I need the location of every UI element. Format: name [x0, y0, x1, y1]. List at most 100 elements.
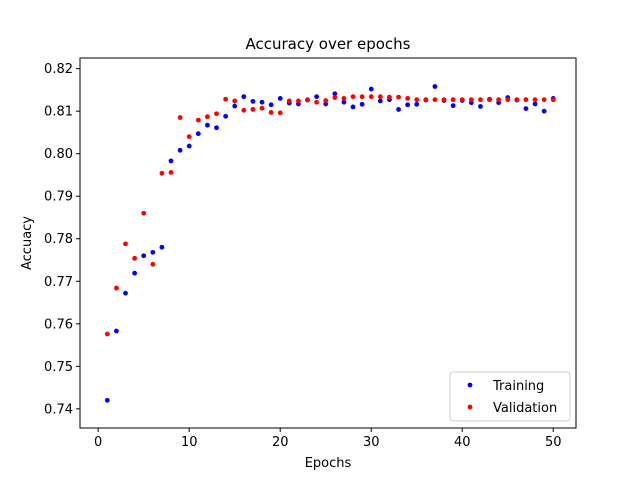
x-tick-label: 10: [181, 435, 198, 450]
validation-point: [314, 99, 320, 105]
validation-point: [550, 97, 556, 103]
plot-points: [104, 84, 556, 403]
validation-point: [405, 96, 411, 101]
validation-point: [259, 105, 265, 111]
plot-frame: [79, 57, 577, 429]
validation-point: [523, 97, 529, 103]
legend-marker-validation: [467, 404, 473, 410]
validation-point: [205, 114, 210, 120]
training-point: [532, 101, 538, 107]
training-point: [332, 91, 338, 97]
validation-point: [387, 94, 392, 100]
validation-point: [132, 255, 138, 261]
validation-point: [478, 97, 483, 103]
validation-point: [296, 98, 301, 104]
validation-point: [214, 111, 219, 117]
y-tick-label: 0.74: [44, 402, 73, 417]
validation-point: [359, 94, 365, 100]
training-point: [250, 98, 256, 104]
training-point: [414, 101, 420, 107]
y-tick-label: 0.81: [44, 105, 73, 120]
validation-point: [305, 97, 310, 103]
validation-point: [177, 115, 183, 120]
validation-point: [441, 97, 447, 103]
training-point: [241, 94, 247, 100]
x-tick-label: 0: [94, 435, 102, 450]
validation-point: [432, 97, 438, 103]
y-tick-label: 0.80: [44, 147, 73, 162]
validation-point: [268, 110, 274, 115]
training-point: [523, 106, 529, 112]
validation-point: [232, 98, 238, 104]
training-point: [541, 108, 547, 114]
validation-point: [532, 97, 538, 103]
validation-point: [168, 170, 174, 175]
training-point: [268, 102, 274, 108]
validation-point: [423, 97, 429, 103]
training-point: [168, 158, 174, 164]
training-point: [359, 101, 365, 107]
validation-point: [277, 110, 283, 116]
validation-point: [496, 97, 502, 103]
training-point: [177, 147, 183, 153]
x-tick-label: 20: [272, 435, 289, 450]
validation-point: [505, 97, 511, 103]
validation-point: [396, 94, 401, 100]
validation-point: [150, 261, 156, 267]
validation-point: [223, 96, 229, 102]
validation-point: [123, 241, 128, 247]
y-tick-label: 0.79: [44, 190, 73, 205]
y-tick-label: 0.78: [44, 232, 73, 247]
legend-label-validation: Validation: [493, 401, 557, 416]
training-point: [132, 270, 138, 276]
validation-point: [186, 134, 192, 140]
validation-point: [487, 97, 492, 103]
validation-point: [250, 107, 256, 112]
y-axis-label: Accuacy: [20, 216, 35, 270]
training-point: [450, 103, 456, 109]
training-point: [123, 290, 128, 296]
validation-point: [414, 97, 420, 103]
training-point: [186, 143, 192, 149]
validation-point: [377, 94, 383, 100]
training-point: [141, 253, 147, 259]
training-point: [405, 102, 411, 108]
legend-label-training: Training: [492, 379, 544, 394]
validation-point: [459, 97, 465, 103]
training-point: [150, 249, 156, 255]
validation-point: [341, 96, 347, 101]
x-tick-label: 40: [454, 435, 471, 450]
validation-point: [468, 97, 474, 103]
training-point: [377, 98, 383, 104]
training-point: [396, 107, 401, 112]
training-point: [104, 397, 110, 403]
training-point: [159, 244, 165, 250]
validation-point: [159, 170, 165, 176]
training-point: [259, 99, 265, 105]
y-tick-label: 0.82: [44, 62, 73, 77]
y-axis-ticks: 0.74 0.75 0.76 0.77 0.78 0.79 0.80 0.81 0.82: [44, 62, 80, 417]
validation-point: [286, 98, 292, 104]
training-point: [205, 122, 210, 128]
validation-point: [141, 210, 147, 216]
y-tick-label: 0.77: [44, 275, 73, 290]
y-tick-label: 0.75: [44, 360, 73, 375]
training-point: [314, 94, 320, 100]
x-axis-label: Epochs: [305, 456, 352, 471]
validation-point: [195, 117, 201, 123]
validation-point: [114, 285, 119, 291]
training-point: [432, 84, 438, 89]
validation-point: [450, 97, 456, 103]
training-point: [350, 104, 356, 110]
legend-marker-training: [467, 382, 473, 388]
legend: Training Validation: [449, 371, 571, 422]
training-point: [114, 328, 119, 334]
y-tick-label: 0.76: [44, 317, 73, 332]
validation-point: [332, 95, 338, 100]
series-validation: [104, 94, 556, 337]
validation-point: [368, 94, 374, 100]
training-point: [341, 99, 347, 105]
training-point: [323, 101, 329, 107]
training-point: [223, 113, 229, 119]
validation-point: [350, 94, 356, 100]
